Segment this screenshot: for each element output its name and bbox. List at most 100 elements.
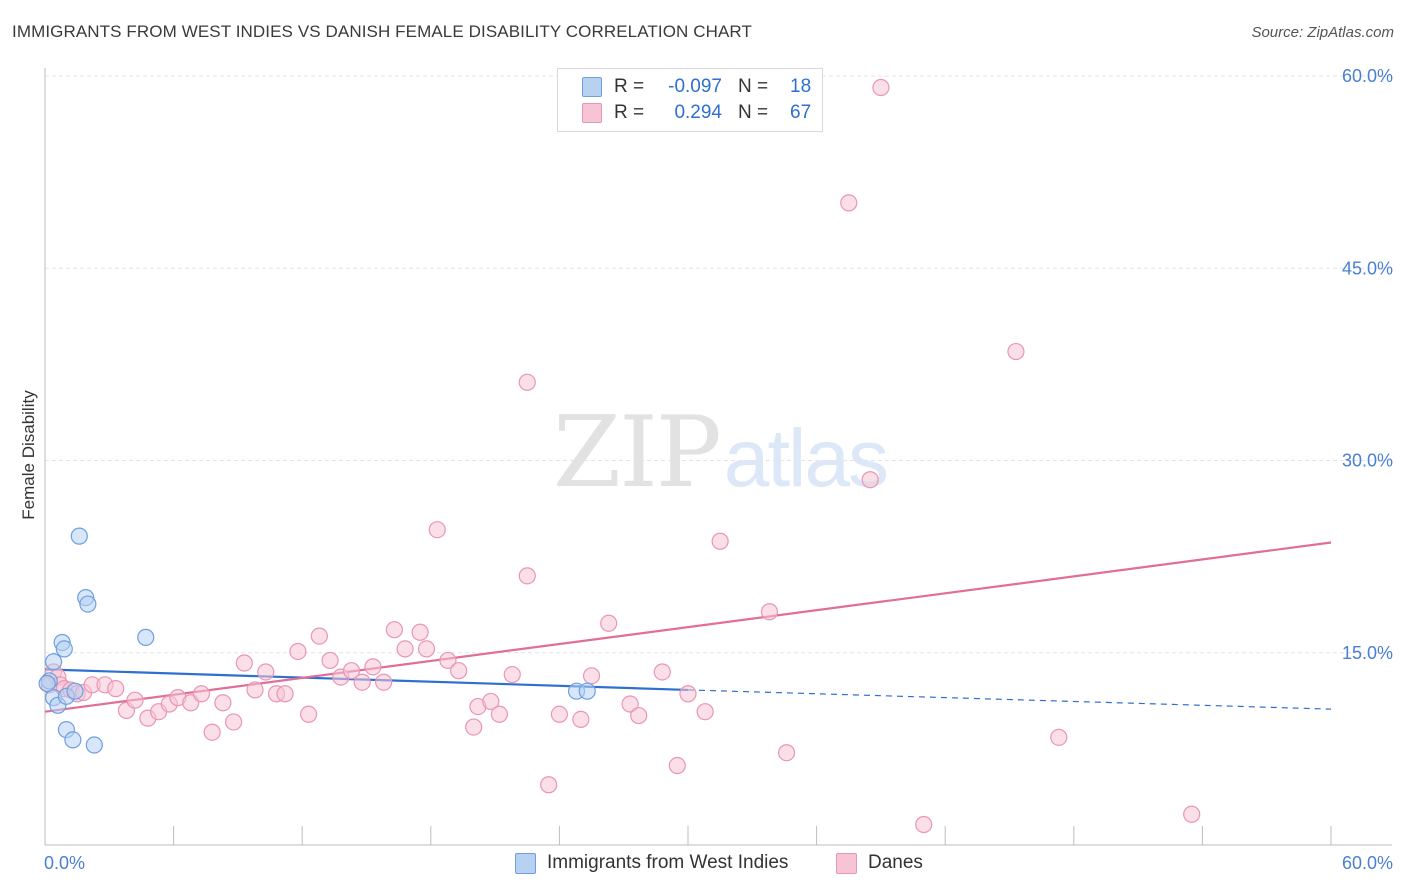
danes-point <box>711 532 729 550</box>
danes-point <box>300 705 318 723</box>
series-legend-west-indies[interactable]: Immigrants from West Indies <box>515 852 788 874</box>
n-label: N = <box>738 76 769 97</box>
danes-point <box>235 654 253 672</box>
danes-point <box>760 603 779 621</box>
danes-point <box>582 667 601 685</box>
danes-point <box>550 705 569 723</box>
west-indies-point <box>38 674 56 693</box>
danes-point <box>465 718 483 736</box>
danes-point <box>321 651 339 670</box>
danes-point <box>375 673 393 691</box>
series-legend-label: Immigrants from West Indies <box>547 852 789 873</box>
danes-point <box>450 662 468 680</box>
r-value: 0.294 <box>674 102 722 123</box>
west-indies-point <box>137 628 155 646</box>
west-indies-point <box>64 731 82 749</box>
watermark-zip: ZIP <box>553 396 722 510</box>
danes-point <box>861 471 879 489</box>
danes-point <box>572 710 590 728</box>
west-indies-point <box>55 640 73 658</box>
legend-swatch-blue <box>515 852 536 874</box>
legend-swatch-pink <box>582 103 602 123</box>
legend-swatch-pink <box>836 852 857 874</box>
danes-point <box>1183 805 1201 823</box>
danes-point <box>107 680 125 698</box>
danes-point <box>915 815 933 834</box>
series-legend: Immigrants from West Indies Danes <box>0 852 1406 878</box>
danes-point <box>364 658 382 676</box>
n-value: 18 <box>790 76 812 97</box>
danes-point <box>490 705 508 723</box>
x-tick-label: 60.0% <box>1342 853 1393 873</box>
danes-point <box>840 194 858 212</box>
danes-point <box>310 627 328 645</box>
danes-point <box>482 692 500 711</box>
stats-legend: R = -0.097 N = 18 R = 0.294 N = 67 <box>557 68 823 132</box>
danes-point <box>540 776 558 794</box>
west-indies-point <box>578 682 596 700</box>
danes-point <box>1050 728 1068 746</box>
point-layer <box>38 78 1201 834</box>
watermark-atlas: atlas <box>723 413 889 504</box>
danes-point <box>126 691 144 709</box>
danes-point <box>353 673 371 691</box>
west-indies-point <box>44 653 63 671</box>
label-layer: 15.0% 30.0% 45.0% 60.0% 0.0% 60.0% <box>44 66 1393 873</box>
danes-point <box>621 695 639 713</box>
danes-point <box>518 373 536 391</box>
danes-point <box>276 685 294 703</box>
y-tick-label: 30.0% <box>1342 451 1393 471</box>
danes-point <box>630 706 648 725</box>
series-legend-danes[interactable]: Danes <box>836 852 923 874</box>
x-tick-label: 0.0% <box>44 853 85 873</box>
danes-point <box>396 640 414 658</box>
danes-point <box>872 78 890 97</box>
r-label: R = <box>614 76 645 97</box>
legend-row-danes: R = 0.294 N = 67 <box>582 101 811 125</box>
y-axis-label: Female Disability <box>19 390 38 520</box>
danes-point <box>668 756 686 775</box>
n-value: 67 <box>790 102 812 123</box>
axis-layer <box>44 68 1392 846</box>
series-legend-label: Danes <box>868 852 923 873</box>
r-value: -0.097 <box>668 76 722 97</box>
chart-title: IMMIGRANTS FROM WEST INDIES VS DANISH FE… <box>12 22 752 41</box>
danes-point <box>439 651 457 670</box>
y-tick-label: 15.0% <box>1342 643 1393 663</box>
danes-point <box>225 713 243 731</box>
west-indies-trendline-extension <box>687 689 1332 710</box>
danes-point <box>246 681 264 699</box>
danes-point <box>1007 342 1025 361</box>
danes-point <box>653 663 671 681</box>
grid-layer <box>45 75 1392 654</box>
danes-point <box>289 642 307 661</box>
danes-point <box>385 621 403 639</box>
danes-point <box>518 567 536 585</box>
danes-point <box>428 521 446 539</box>
danes-point <box>679 685 697 703</box>
danes-point <box>777 744 796 762</box>
y-tick-label: 45.0% <box>1342 258 1393 278</box>
legend-row-west-indies: R = -0.097 N = 18 <box>582 75 811 99</box>
danes-point <box>214 694 232 712</box>
west-indies-point <box>85 736 103 754</box>
source-credit: Source: ZipAtlas.com <box>1251 24 1394 41</box>
west-indies-point <box>79 595 97 613</box>
danes-point <box>411 623 429 641</box>
danes-point <box>600 614 618 632</box>
y-tick-label: 60.0% <box>1342 66 1393 86</box>
r-label: R = <box>614 102 645 123</box>
danes-point <box>257 663 275 681</box>
danes-point <box>417 640 436 658</box>
danes-point <box>342 662 361 680</box>
watermark: ZIPatlas <box>553 396 889 510</box>
west-indies-point <box>70 527 88 545</box>
danes-point <box>503 665 521 684</box>
legend-swatch-blue <box>582 77 602 97</box>
danes-point <box>696 703 714 721</box>
danes-point <box>192 685 211 703</box>
danes-point <box>203 723 221 741</box>
n-label: N = <box>738 102 769 123</box>
west-indies-point <box>66 682 84 700</box>
